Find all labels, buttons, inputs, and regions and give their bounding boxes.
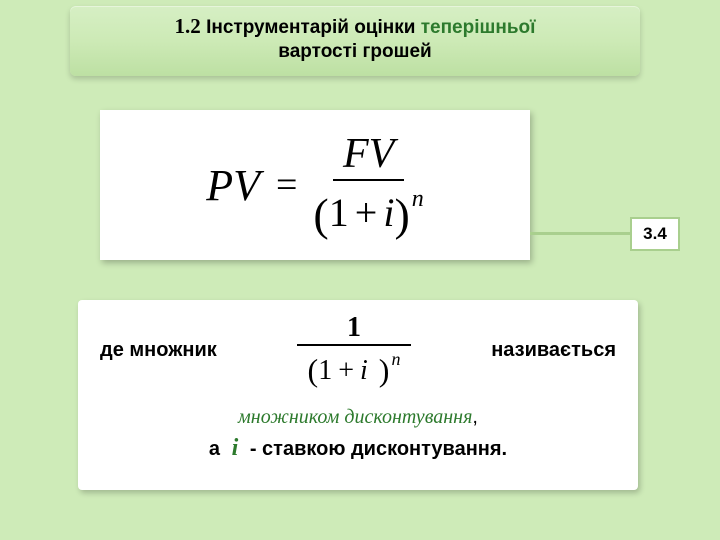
pv-formula: PV = FV (1+i)n xyxy=(100,110,530,260)
equation-number: 3.4 xyxy=(630,217,680,251)
header-text-highlight: теперішньої xyxy=(421,17,536,38)
frac2-denominator: (1+i )n xyxy=(308,346,401,386)
variable-i: i xyxy=(226,435,245,461)
slide-header: 1.2 Інструментарій оцінки теперішньої ва… xyxy=(70,6,640,76)
fraction-denominator: (1+i)n xyxy=(313,181,423,238)
frac2-numerator: 1 xyxy=(297,314,411,346)
explanation-panel: де множник 1 (1+i )n називається множник… xyxy=(78,300,638,490)
text-where-multiplier: де множник xyxy=(100,339,217,362)
header-line1: 1.2 Інструментарій оцінки теперішньої xyxy=(100,14,610,39)
formula-panel: PV = FV (1+i)n xyxy=(100,110,530,260)
explanation-row1: де множник 1 (1+i )n називається xyxy=(100,314,616,386)
equation-connector xyxy=(530,232,630,235)
section-number: 1.2 xyxy=(175,14,201,38)
fraction: FV (1+i)n xyxy=(313,133,423,238)
header-text-a: Інструментарій оцінки xyxy=(206,17,415,38)
header-line2: вартості грошей xyxy=(100,41,610,63)
equals-sign: = xyxy=(276,163,297,207)
formula-lhs: PV xyxy=(206,160,260,211)
explanation-row3: а i - ставкою дисконтування. xyxy=(100,435,616,462)
text-is-called: називається xyxy=(491,339,616,362)
text-and: а xyxy=(209,438,220,460)
discount-factor-fraction: 1 (1+i )n xyxy=(297,314,411,386)
discount-multiplier-label: множником дисконтування xyxy=(238,406,472,428)
text-discount-rate: - ставкою дисконтування. xyxy=(250,438,507,460)
fraction-numerator: FV xyxy=(333,133,404,181)
explanation-row2: множником дисконтування, xyxy=(100,406,616,429)
